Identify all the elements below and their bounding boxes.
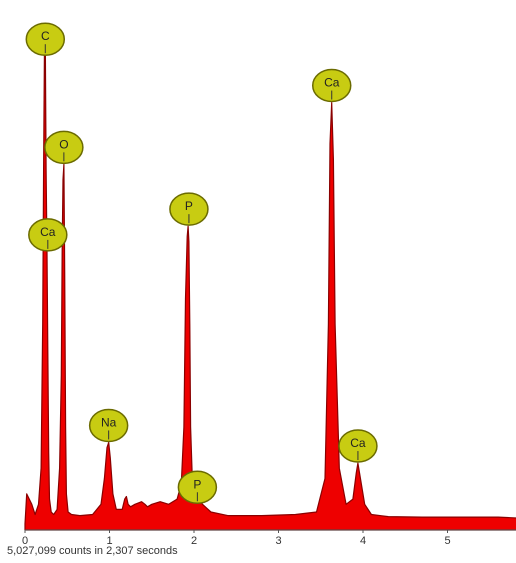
peak-label-p: P: [177, 470, 218, 504]
peak-labels: C O Ca Na P P Ca Ca: [25, 22, 378, 504]
peak-label-circle: [88, 408, 129, 443]
peak-label-circle: [28, 218, 68, 252]
peak-label-circle: [169, 192, 209, 226]
x-tick-label: 2: [191, 535, 197, 547]
peak-label-na: Na: [88, 408, 129, 443]
peak-element-symbol: P: [193, 477, 201, 491]
peak-label-circle: [25, 22, 66, 56]
peak-label-circle: [44, 130, 84, 165]
peak-label-circle: [338, 429, 378, 463]
peak-element-symbol: C: [41, 29, 50, 43]
x-tick-label: 1: [106, 535, 112, 547]
peak-label-ca: Ca: [338, 429, 378, 463]
peak-element-symbol: Ca: [350, 436, 366, 450]
peak-label-ca: Ca: [311, 68, 352, 103]
peak-element-symbol: Ca: [324, 76, 340, 90]
acquisition-counts-text: 5,027,099 counts in 2,307 seconds: [7, 545, 178, 557]
x-tick-label: 0: [22, 535, 28, 547]
plot-area: [24, 40, 516, 531]
peak-element-symbol: Ca: [40, 225, 56, 239]
x-tick-label: 5: [444, 535, 450, 547]
peak-label-ca: Ca: [28, 218, 68, 252]
peak-element-symbol: Na: [101, 415, 117, 429]
peak-label-circle: [177, 470, 218, 504]
peak-element-symbol: P: [185, 199, 193, 213]
peak-label-p: P: [169, 192, 209, 226]
peak-label-circle: [311, 68, 352, 103]
peak-element-symbol: O: [59, 137, 68, 151]
spectrum-area: [24, 40, 516, 531]
x-tick-label: 3: [275, 535, 281, 547]
peak-label-o: O: [44, 130, 84, 165]
x-tick-label: 4: [360, 535, 366, 547]
peak-label-c: C: [25, 22, 66, 56]
x-axis: 0 1 2 3 4 5: [22, 529, 516, 547]
